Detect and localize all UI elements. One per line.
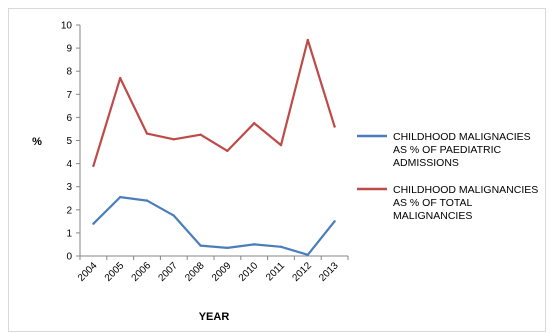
legend-label-line: CHILDHOOD MALIGNACIES [393,131,531,143]
chart-frame [8,8,546,332]
series-line [92,38,336,167]
x-tick-label: 2009 [210,260,234,284]
x-tick-label: 2006 [130,260,154,284]
y-tick-label: 7 [66,90,72,101]
data-point [119,76,122,80]
x-tick-label: 2005 [103,260,127,284]
data-point [333,220,336,223]
x-tick-label: 2013 [317,260,341,284]
y-axis: 0 1 2 3 4 5 6 7 8 9 10 [61,21,81,263]
legend-label-line: AS % OF PAEDIATRIC [393,144,502,156]
x-tick-label: 2008 [183,260,207,284]
y-tick-label: 5 [66,136,72,147]
y-tick-label: 2 [66,205,72,216]
legend-label-line: ADMISSIONS [393,157,459,169]
data-point [279,245,283,248]
data-point [145,132,149,135]
x-axis: 2004 2005 2006 2007 2008 2009 2010 2011 2012 2013 [76,255,349,284]
data-point [199,133,202,136]
data-point [145,199,149,202]
y-tick-label: 1 [66,228,72,239]
series-2 [92,38,336,168]
series-1 [92,195,336,256]
x-tick-label: 2011 [264,260,287,283]
data-point [172,214,175,217]
series-line [92,196,336,256]
data-point [119,195,122,199]
y-tick-label: 4 [66,159,72,170]
data-point [253,122,256,125]
series-lines [92,38,336,256]
legend-label-line: MALIGNANCIES [393,210,472,222]
y-tick-label: 0 [66,252,72,263]
data-point [92,222,95,225]
data-point [226,246,229,250]
x-tick-label: 2004 [76,260,100,284]
data-point [199,244,202,247]
data-point [253,243,256,246]
y-tick-label: 3 [66,182,72,193]
data-point [279,143,283,147]
data-point [306,38,309,42]
legend-label-line: CHILDHOOD MALIGNANCIES [393,184,538,196]
x-tick-label: 2012 [290,260,314,284]
y-axis-title: % [32,136,42,148]
y-tick-label: 6 [66,113,72,124]
x-tick-label: 2007 [156,260,180,284]
y-tick-label: 8 [66,67,72,78]
data-point [226,149,229,153]
data-point [306,253,309,256]
data-point [333,125,336,128]
x-tick-label: 2010 [237,260,261,284]
y-tick-label: 9 [66,44,72,55]
data-point [172,138,175,141]
y-tick-label: 10 [61,21,73,32]
data-point [92,164,95,168]
x-axis-title: YEAR [199,311,230,323]
legend-label-line: AS % OF TOTAL [393,197,473,209]
